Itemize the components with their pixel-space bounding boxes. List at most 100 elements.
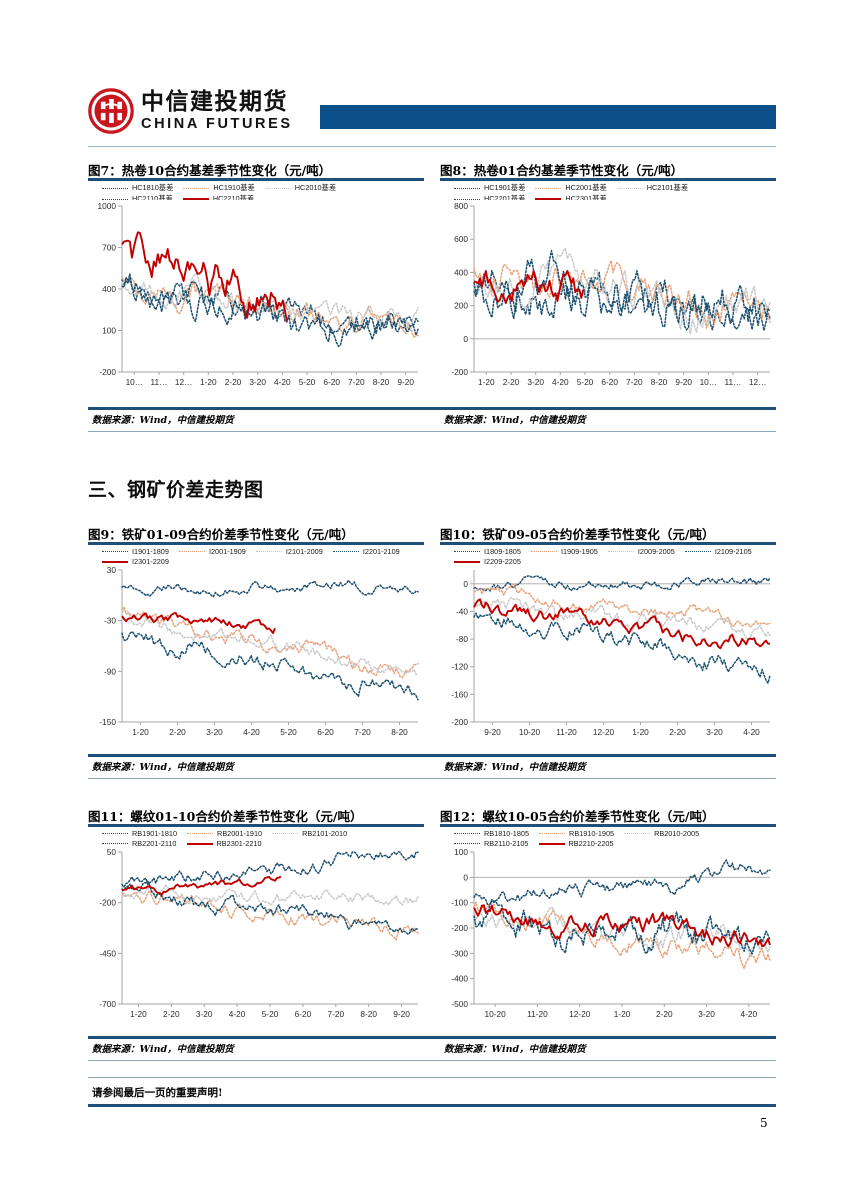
legend-label: I2009-2005 <box>637 547 675 556</box>
svg-text:4-20: 4-20 <box>274 377 291 387</box>
legend-swatch <box>535 187 562 189</box>
series-line <box>473 906 771 957</box>
svg-text:4-20: 4-20 <box>741 1009 758 1019</box>
chart-svg: -700 -450 -200 50 1-20 2-20 3-20 4-20 5-20 6-20 7-… <box>88 846 424 1022</box>
svg-text:8-20: 8-20 <box>391 727 408 737</box>
chart-legend-fig7: HC1810基差 HC1910基差 HC2010基差 HC2110基差 HC2210基差 <box>102 183 422 205</box>
figure-row-rule-1 <box>88 407 776 410</box>
legend-item: RB2210-2205 <box>538 839 614 848</box>
series-line <box>473 259 771 329</box>
svg-text:-150: -150 <box>99 717 116 727</box>
legend-label: I2109-2105 <box>714 547 752 556</box>
series-line <box>121 606 419 679</box>
chart-fig8: -200 0 200 400 600 800 1-20 2-20 3-20 4-20 5-20 6-2… <box>440 200 776 390</box>
svg-text:9-20: 9-20 <box>675 377 692 387</box>
legend-item: RB2101-2010 <box>272 829 347 838</box>
legend-label: HC1901基差 <box>484 183 526 192</box>
svg-text:800: 800 <box>454 201 468 211</box>
legend-swatch <box>178 551 205 552</box>
legend-item: RB2110-2105 <box>454 839 529 848</box>
svg-text:2-20: 2-20 <box>503 377 520 387</box>
series-line <box>121 630 419 701</box>
legend-label: I2301-2209 <box>132 557 169 566</box>
figure-row-rule-2 <box>88 754 776 757</box>
chart-legend-fig10: I1809-1805 I1909-1905 I2009-2005 I2109-2105… <box>454 547 774 567</box>
legend-swatch <box>684 551 711 552</box>
series-line <box>121 851 419 888</box>
svg-text:-90: -90 <box>104 666 116 676</box>
legend-item: I2109-2105 <box>684 547 752 556</box>
legend-label: I1809-1805 <box>484 547 521 556</box>
legend-label: HC2010基差 <box>294 183 337 192</box>
figure-title-fig11: 图11：螺纹01-10合约价差季节性变化（元/吨） <box>88 809 363 824</box>
legend-item: RB2010-2005 <box>624 829 699 838</box>
svg-text:0: 0 <box>463 579 468 589</box>
svg-text:1-20: 1-20 <box>132 727 149 737</box>
legend-label: HC1810基差 <box>132 183 174 192</box>
svg-text:5-20: 5-20 <box>280 727 297 737</box>
svg-text:9-20: 9-20 <box>484 727 501 737</box>
legend-label: RB1901-1810 <box>132 829 178 838</box>
legend-swatch <box>272 833 299 834</box>
svg-text:5-20: 5-20 <box>262 1009 279 1019</box>
chart-fig11: -700 -450 -200 50 1-20 2-20 3-20 4-20 5-20 6-20 7-… <box>88 846 424 1022</box>
svg-text:-200: -200 <box>99 898 116 908</box>
series-line <box>473 582 771 628</box>
figure-row-rule-3 <box>88 1036 776 1039</box>
source-note-left-2: 数据来源：Wind，中信建投期货 <box>92 762 234 773</box>
svg-text:10-20: 10-20 <box>519 727 541 737</box>
legend-label: RB2201-2110 <box>132 839 177 848</box>
legend-item: RB2201-2110 <box>102 839 177 848</box>
legend-swatch <box>187 833 214 834</box>
legend-swatch <box>535 198 562 200</box>
legend-item: I2009-2005 <box>607 547 675 556</box>
series-line <box>473 596 771 640</box>
legend-item: I1901-1809 <box>102 547 169 556</box>
chart-legend-fig11: RB1901-1810 RB2001-1910 RB2101-2010 RB2201-… <box>102 829 422 849</box>
legend-item: I2001-1909 <box>178 547 246 556</box>
svg-text:-200: -200 <box>451 717 468 727</box>
svg-text:6-20: 6-20 <box>323 377 340 387</box>
legend-item: HC2301基差 <box>535 194 607 204</box>
legend-label: I2101-2009 <box>285 547 323 556</box>
svg-text:7-20: 7-20 <box>348 377 365 387</box>
legend-swatch <box>454 833 480 834</box>
series-line <box>121 579 419 598</box>
legend-item: HC1810基差 <box>102 183 173 193</box>
series-line <box>121 611 276 635</box>
figure-row-underline-2 <box>88 778 776 779</box>
legend-item: I2201-2109 <box>332 547 400 556</box>
legend-item: I2301-2209 <box>102 557 169 566</box>
legend-swatch <box>102 551 128 552</box>
svg-text:30: 30 <box>107 565 117 575</box>
legend-item: HC1901基差 <box>454 183 525 193</box>
legend-label: HC2301基差 <box>565 194 607 203</box>
series-line <box>473 575 771 592</box>
brand-name-cn: 中信建投期货 <box>141 88 288 115</box>
svg-text:100: 100 <box>454 847 468 857</box>
svg-text:3-20: 3-20 <box>206 727 223 737</box>
svg-text:3-20: 3-20 <box>196 1009 213 1019</box>
figure-title-fig9: 图9：铁矿01-09合约价差季节性变化（元/吨） <box>88 527 354 542</box>
legend-swatch <box>607 551 634 552</box>
legend-label: HC2201基差 <box>484 194 526 203</box>
svg-text:-200: -200 <box>451 923 468 933</box>
series-line <box>121 875 282 896</box>
source-note-right-3: 数据来源：Wind，中信建投期货 <box>444 1044 586 1055</box>
svg-text:2-20: 2-20 <box>656 1009 673 1019</box>
svg-text:-200: -200 <box>451 367 468 377</box>
figure-title-fig8: 图8：热卷01合约基差季节性变化（元/吨） <box>440 163 684 178</box>
legend-label: HC2110基差 <box>132 194 173 203</box>
svg-text:4-20: 4-20 <box>743 727 760 737</box>
series-line <box>473 270 585 305</box>
svg-text:11…: 11… <box>151 377 168 387</box>
series-line <box>473 859 771 906</box>
series-line <box>121 231 288 322</box>
chart-svg: -500 -400 -300 -200 -100 0 100 10-20 11-20 12-20 1… <box>440 846 776 1022</box>
legend-label: RB1810-1805 <box>484 829 530 838</box>
legend-swatch <box>102 187 128 189</box>
svg-text:-700: -700 <box>99 999 116 1009</box>
legend-item: HC2010基差 <box>264 183 337 193</box>
figure-rule-fig11 <box>88 824 424 827</box>
